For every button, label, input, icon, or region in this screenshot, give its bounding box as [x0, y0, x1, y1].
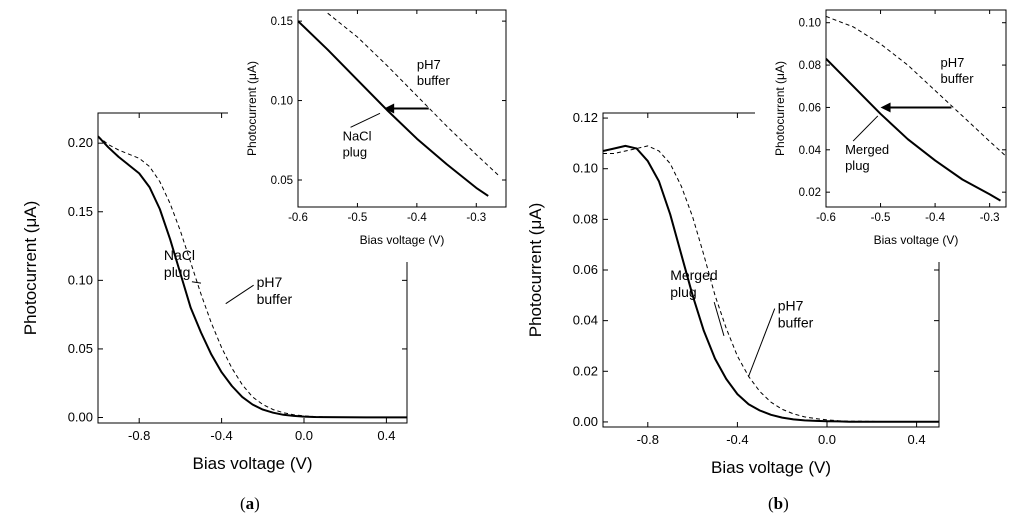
main-series-ph7-buffer-line: [98, 135, 407, 418]
main-annotation-label: buffer: [257, 291, 293, 307]
inset-plot-frame: [297, 9, 507, 208]
main-annotation-label: pH7: [257, 274, 283, 290]
inset-x-axis-label: Bias voltage (V): [360, 233, 445, 247]
main-x-tick-label: 0.0: [818, 432, 836, 447]
inset-plot-frame: [825, 9, 1007, 208]
main-y-tick-label: 0.00: [573, 414, 598, 429]
main-annotation-label: plug: [670, 284, 696, 300]
main-y-tick-label: 0.10: [68, 272, 93, 287]
inset-y-tick-label: 0.02: [799, 187, 821, 199]
main-annotation-label: Merged: [670, 267, 717, 283]
main-y-axis-label: Photocurrent (μA): [526, 203, 545, 338]
caption-letter: a: [246, 494, 255, 513]
main-annotation-label: buffer: [778, 315, 814, 331]
main-annotation-label: pH7: [778, 298, 804, 314]
inset-annotation-label: pH7: [941, 55, 965, 70]
inset-x-tick-label: -0.3: [466, 212, 486, 224]
inset-x-tick-label: -0.6: [816, 212, 836, 224]
main-annotation-leader: [191, 281, 202, 284]
chart-panel-b: -0.8 -0.4 0.0 0.4 0.00 0.02 0.04 0.06 0.08 0.10 0.…: [526, 0, 1017, 513]
main-y-tick-label: 0.20: [68, 135, 93, 150]
caption-close: ): [783, 494, 789, 513]
inset-annotation-label: plug: [343, 144, 368, 159]
inset-annotation-label: NaCl: [343, 128, 372, 143]
main-x-tick-label: 0.0: [295, 428, 313, 443]
main-annotation-leader: [713, 301, 725, 336]
main-annotation-leader: [748, 308, 776, 377]
chart-panel-a: -0.8 -0.4 0.0 0.4 0.00 0.05 0.10 0.15 0.20 Bias v…: [21, 0, 518, 513]
main-x-axis-label: Bias voltage (V): [193, 454, 313, 473]
inset-background: [755, 0, 1017, 262]
main-annotation-label: NaCl: [164, 247, 195, 263]
inset-series-ph7-buffer-line: [826, 15, 1006, 157]
caption-open: (: [240, 494, 246, 513]
inset-y-tick-label: 0.15: [271, 16, 293, 28]
inset-annotation-label: Merged: [845, 142, 889, 157]
inset-y-tick-label: 0.10: [271, 96, 293, 108]
inset-y-axis-label: Photocurrent (μA): [245, 61, 259, 156]
main-y-tick-label: 0.00: [68, 410, 93, 425]
main-y-tick-label: 0.12: [573, 110, 598, 125]
main-y-axis-label: Photocurrent (μA): [21, 201, 40, 336]
caption-letter: b: [774, 494, 783, 513]
main-series-merged-plug-line: [603, 144, 939, 423]
inset-series-nacl-plug-line: [298, 20, 489, 197]
main-annotation-leader: [225, 284, 254, 305]
main-y-tick-label: 0.08: [573, 211, 598, 226]
inset-y-tick-label: 0.05: [271, 175, 293, 187]
main-y-tick-label: 0.15: [68, 204, 93, 219]
inset-annotation-label: plug: [845, 158, 870, 173]
inset-y-tick-label: 0.10: [799, 18, 821, 30]
inset-x-tick-label: -0.4: [407, 212, 427, 224]
inset-x-tick-label: -0.5: [871, 212, 891, 224]
inset-x-tick-label: -0.3: [980, 212, 1000, 224]
inset-annotation-label: buffer: [941, 71, 975, 86]
main-x-tick-label: 0.4: [377, 428, 395, 443]
inset-x-axis-label: Bias voltage (V): [874, 233, 959, 247]
inset-panel-b: -0.6 -0.5 -0.4 -0.3 0.02 0.04 0.06 0.08 0.10 Bias…: [755, 0, 1017, 262]
inset-annotation-leader: [350, 112, 381, 128]
main-y-tick-label: 0.06: [573, 262, 598, 277]
main-x-tick-label: 0.4: [908, 432, 926, 447]
main-annotation-label: plug: [164, 264, 190, 280]
panel-caption: (b): [768, 494, 789, 513]
panel-caption: (a): [240, 494, 260, 513]
inset-annotation-label: buffer: [417, 73, 451, 88]
main-x-axis-label: Bias voltage (V): [711, 458, 831, 477]
main-x-tick-label: -0.4: [210, 428, 232, 443]
inset-series-ph7-buffer-line: [327, 12, 501, 178]
inset-y-tick-label: 0.08: [799, 60, 821, 72]
inset-y-axis-label: Photocurrent (μA): [773, 61, 787, 156]
inset-shift-arrow-head: [880, 102, 891, 113]
main-series-ph7-buffer-line: [603, 145, 939, 423]
main-y-tick-label: 0.02: [573, 363, 598, 378]
main-x-tick-label: -0.4: [726, 432, 748, 447]
caption-close: ): [254, 494, 260, 513]
main-y-tick-label: 0.10: [573, 161, 598, 176]
main-x-tick-label: -0.8: [637, 432, 659, 447]
inset-shift-arrow-head: [384, 103, 395, 114]
main-y-tick-label: 0.04: [573, 313, 598, 328]
main-x-tick-label: -0.8: [128, 428, 150, 443]
inset-annotation-label: pH7: [417, 57, 441, 72]
inset-background: [228, 0, 518, 262]
main-y-tick-label: 0.05: [68, 341, 93, 356]
inset-panel-a: -0.6 -0.5 -0.4 -0.3 0.05 0.10 0.15 Bias voltage…: [228, 0, 518, 262]
caption-open: (: [768, 494, 774, 513]
inset-series-merged-plug-line: [826, 57, 1002, 202]
inset-x-tick-label: -0.4: [925, 212, 945, 224]
inset-y-tick-label: 0.06: [799, 102, 821, 114]
inset-x-tick-label: -0.6: [288, 212, 308, 224]
inset-y-tick-label: 0.04: [799, 145, 822, 157]
inset-annotation-leader: [852, 115, 879, 142]
inset-x-tick-label: -0.5: [348, 212, 368, 224]
